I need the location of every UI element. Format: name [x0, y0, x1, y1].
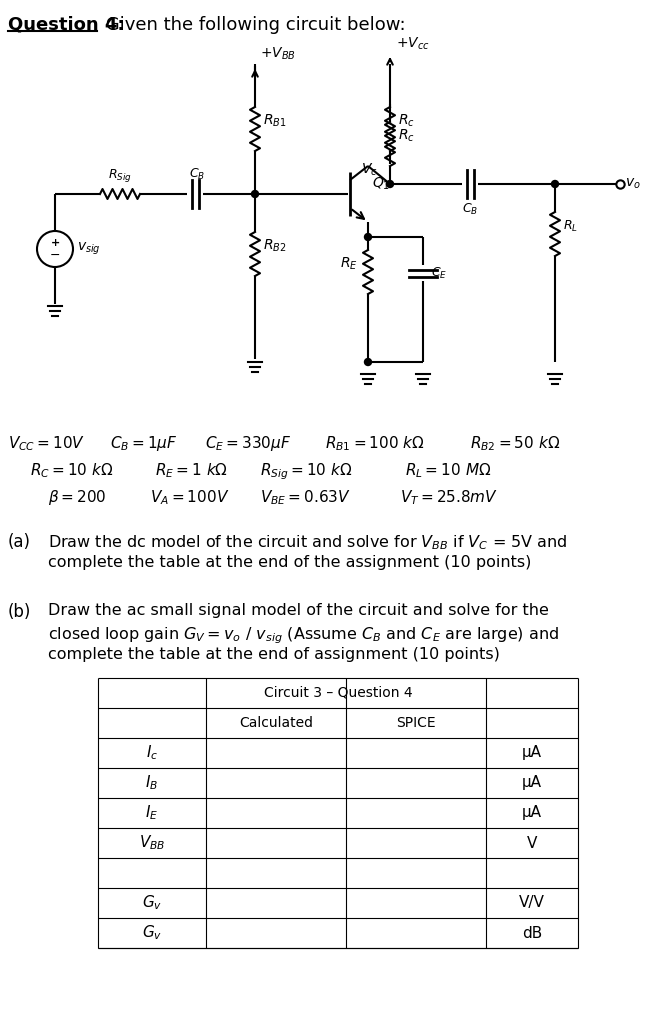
Text: $C_B = 1\mu F$: $C_B = 1\mu F$ [110, 434, 178, 453]
Text: μA: μA [522, 775, 542, 791]
Text: (b): (b) [8, 603, 31, 621]
Text: Draw the ac small signal model of the circuit and solve for the: Draw the ac small signal model of the ci… [48, 603, 549, 618]
Text: V/V: V/V [519, 896, 545, 910]
Text: dB: dB [522, 926, 542, 940]
Text: $V_c$: $V_c$ [362, 162, 378, 178]
Text: $C_E = 330\mu F$: $C_E = 330\mu F$ [205, 434, 292, 453]
Text: $R_E = 1\ k\Omega$: $R_E = 1\ k\Omega$ [155, 461, 228, 479]
Text: −: − [50, 249, 60, 261]
Text: $R_{B1} = 100\ k\Omega$: $R_{B1} = 100\ k\Omega$ [325, 434, 425, 453]
Text: SPICE: SPICE [396, 716, 436, 730]
Text: $I_c$: $I_c$ [146, 743, 158, 762]
Text: $+V_{BB}$: $+V_{BB}$ [260, 46, 296, 62]
Text: $C_B$: $C_B$ [189, 167, 205, 182]
Text: Circuit 3 – Question 4: Circuit 3 – Question 4 [264, 686, 412, 700]
Text: $R_{B2} = 50\ k\Omega$: $R_{B2} = 50\ k\Omega$ [470, 434, 560, 453]
Text: $R_L = 10\ M\Omega$: $R_L = 10\ M\Omega$ [405, 461, 491, 479]
Text: μA: μA [522, 745, 542, 761]
Circle shape [364, 358, 371, 366]
Text: $G_v$: $G_v$ [142, 924, 162, 942]
Text: complete the table at the end of the assignment (10 points): complete the table at the end of the ass… [48, 555, 531, 570]
Text: Draw the dc model of the circuit and solve for $V_{BB}$ if $V_C$ = 5V and: Draw the dc model of the circuit and sol… [48, 534, 568, 552]
Text: $V_{BB}$: $V_{BB}$ [139, 834, 165, 852]
Text: $C_E$: $C_E$ [431, 265, 447, 281]
Text: $\beta = 200$: $\beta = 200$ [48, 488, 106, 507]
Text: $R_c$: $R_c$ [398, 113, 415, 129]
Text: V: V [527, 836, 537, 851]
Text: $I_E$: $I_E$ [145, 804, 159, 822]
Text: $R_E$: $R_E$ [340, 256, 358, 272]
Text: $v_{sig}$: $v_{sig}$ [77, 241, 100, 257]
Text: $R_L$: $R_L$ [563, 218, 578, 233]
Text: Calculated: Calculated [239, 716, 313, 730]
Text: $V_{CC} = 10V$: $V_{CC} = 10V$ [8, 434, 85, 453]
Text: $R_c$: $R_c$ [398, 128, 415, 144]
Text: $C_B$: $C_B$ [462, 202, 478, 217]
Text: μA: μA [522, 806, 542, 820]
Text: $V_{BE} = 0.63V$: $V_{BE} = 0.63V$ [260, 488, 351, 507]
Text: closed loop gain $G_V = v_o$ / $v_{sig}$ (Assume $C_B$ and $C_E$ are large) and: closed loop gain $G_V = v_o$ / $v_{sig}$… [48, 625, 559, 645]
Text: $Q_1$: $Q_1$ [372, 176, 390, 193]
Text: $I_B$: $I_B$ [145, 774, 159, 793]
Text: Question 4:: Question 4: [8, 16, 124, 34]
Text: $V_A = 100V$: $V_A = 100V$ [150, 488, 229, 507]
Text: +: + [50, 238, 59, 248]
Text: (a): (a) [8, 534, 31, 551]
Text: $+V_{cc}$: $+V_{cc}$ [396, 36, 430, 52]
Circle shape [364, 233, 371, 241]
Circle shape [551, 180, 559, 187]
Text: $G_v$: $G_v$ [142, 894, 162, 912]
Text: $R_C = 10\ k\Omega$: $R_C = 10\ k\Omega$ [30, 461, 114, 479]
Text: $V_T = 25.8mV$: $V_T = 25.8mV$ [400, 488, 498, 507]
Text: $R_{B2}$: $R_{B2}$ [263, 238, 286, 254]
Text: complete the table at the end of assignment (10 points): complete the table at the end of assignm… [48, 647, 500, 662]
Circle shape [387, 180, 393, 187]
Text: $R_{Sig}$: $R_{Sig}$ [108, 167, 132, 184]
Text: $R_{B1}$: $R_{B1}$ [263, 113, 287, 129]
Text: Given the following circuit below:: Given the following circuit below: [100, 16, 406, 34]
Text: $v_o$: $v_o$ [625, 177, 641, 191]
Text: $R_{Sig} = 10\ k\Omega$: $R_{Sig} = 10\ k\Omega$ [260, 461, 352, 481]
Circle shape [251, 190, 258, 198]
